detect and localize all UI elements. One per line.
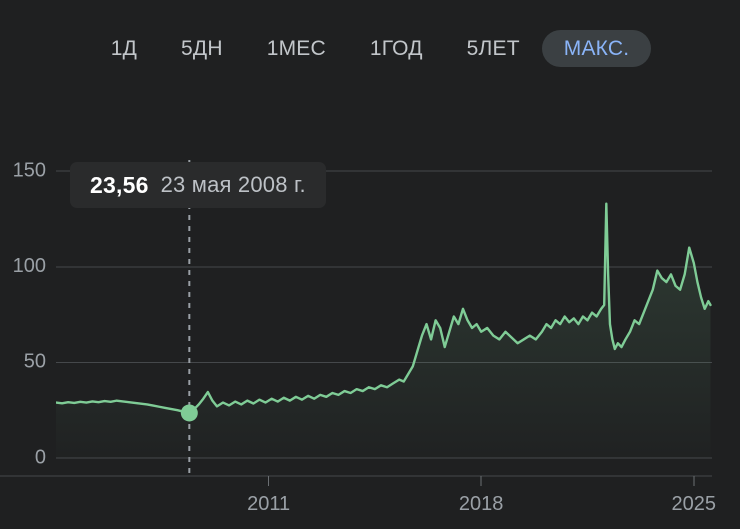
range-selector-tabs: 1Д 5ДН 1МЕС 1ГОД 5ЛЕТ МАКС. <box>0 22 740 74</box>
x-axis: 2011 2018 2025 <box>0 475 717 515</box>
range-tab-5y[interactable]: 5ЛЕТ <box>445 30 542 67</box>
cursor-point-marker[interactable] <box>180 404 198 422</box>
x-tick-label: 2011 <box>247 493 290 515</box>
price-tooltip: 23,56 23 мая 2008 г. <box>70 162 326 208</box>
range-tab-5d[interactable]: 5ДН <box>159 30 245 67</box>
range-tab-1d[interactable]: 1Д <box>89 30 159 67</box>
y-tick-label: 100 <box>13 255 46 277</box>
y-tick-label: 150 <box>13 159 46 181</box>
chart-plot-area[interactable]: 0 50 100 150 2011 2018 2025 23,56 23 мая 2008… <box>0 110 740 529</box>
y-tick-label: 50 <box>24 351 46 373</box>
range-tab-max[interactable]: МАКС. <box>541 29 652 67</box>
y-tick-label: 0 <box>35 446 46 468</box>
chart-svg: 0 50 100 150 2011 2018 2025 <box>0 159 717 515</box>
tooltip-value: 23,56 <box>90 171 149 198</box>
price-area-fill <box>56 203 711 458</box>
x-tick-label: 2025 <box>672 493 717 515</box>
x-tick-label: 2018 <box>459 493 504 515</box>
y-axis-labels: 0 50 100 150 <box>13 159 46 468</box>
range-tab-1m[interactable]: 1МЕС <box>245 30 348 67</box>
tooltip-date: 23 мая 2008 г. <box>160 172 306 197</box>
range-tab-1y[interactable]: 1ГОД <box>348 30 445 67</box>
cursor-indicator <box>180 160 198 476</box>
price-series <box>56 202 712 458</box>
